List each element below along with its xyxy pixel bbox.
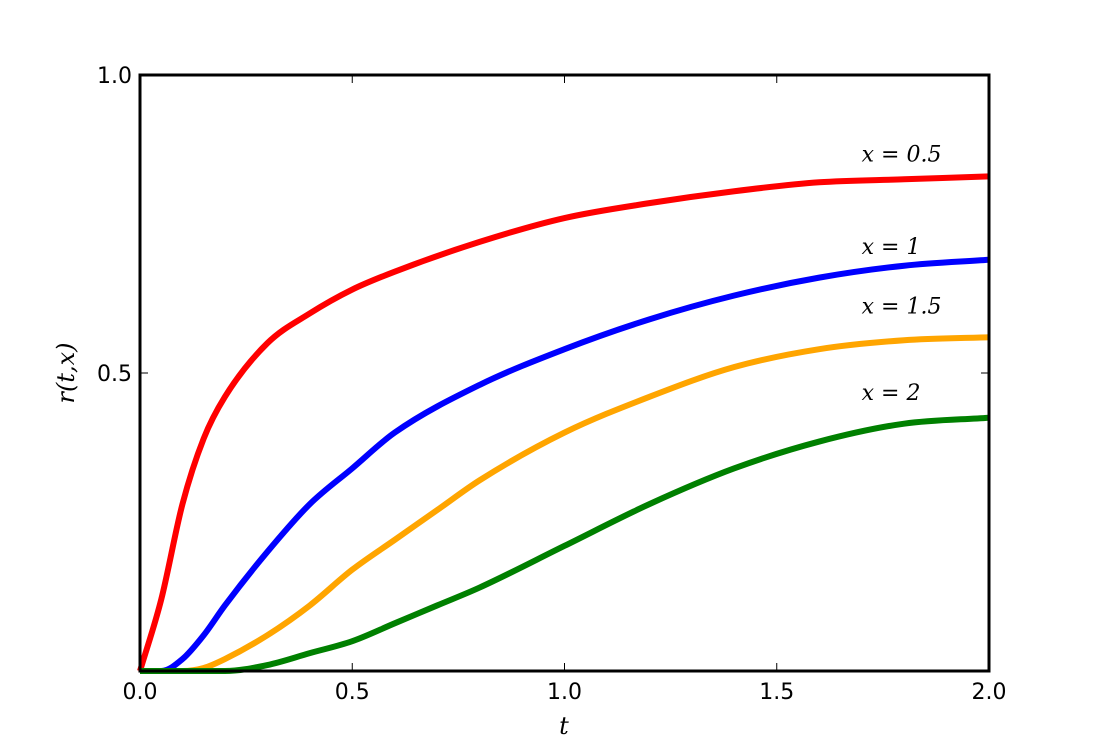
curve-annotation: x = 0.5 [862, 142, 942, 167]
x-tick-label: 2.0 [972, 680, 1007, 705]
curve-annotation: x = 2 [862, 381, 921, 406]
x-tick-label: 0.0 [123, 680, 158, 705]
series-line-3 [140, 334, 990, 674]
x-tick-label: 1.0 [547, 680, 582, 705]
curve-annotation: x = 1 [862, 235, 921, 260]
x-tick-label: 1.5 [759, 680, 794, 705]
y-axis-label: r(t,x) [52, 342, 80, 403]
series-line-4 [140, 414, 990, 675]
x-axis-label: t [559, 712, 569, 740]
x-tick-label: 0.5 [335, 680, 370, 705]
series-line-2 [140, 256, 990, 674]
curve-annotation: x = 1.5 [862, 294, 942, 319]
curves-group [137, 173, 990, 675]
annotations-group: x = 0.5 x = 1 x = 1.5 x = 2 [862, 142, 942, 405]
y-tick-label: 0.5 [97, 362, 132, 387]
ticks-group: 0.0 0.5 1.0 1.5 2.0 0.5 1.0 [97, 64, 1007, 705]
y-tick-label: 1.0 [97, 64, 132, 89]
series-line-1 [137, 173, 990, 672]
